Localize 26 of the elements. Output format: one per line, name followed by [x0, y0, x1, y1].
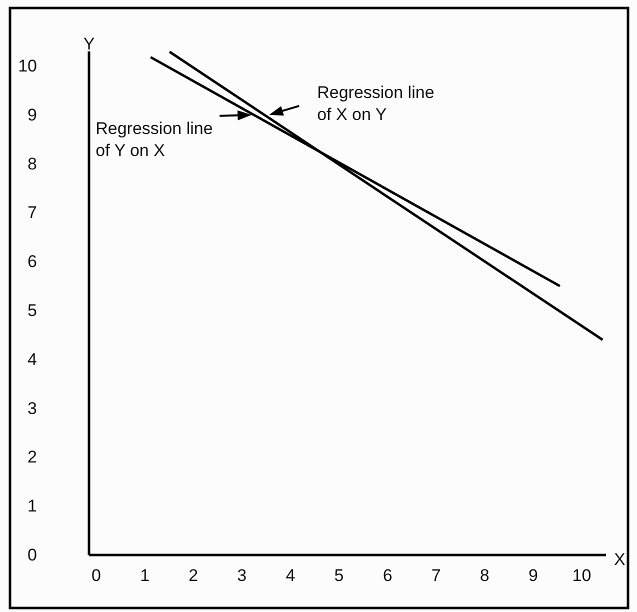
x-tick-label: 2: [188, 566, 198, 586]
x-tick-label: 3: [237, 566, 247, 586]
y-tick-label: 9: [28, 105, 37, 124]
y-axis-title: Y: [83, 34, 95, 54]
y-tick-label: 1: [28, 496, 37, 516]
x-tick-label: 0: [92, 566, 102, 586]
x-tick-label: 1: [140, 566, 150, 586]
annotation: Regression line of X on Y: [317, 82, 434, 124]
annotation: Regression line of Y on X: [96, 118, 213, 160]
x-tick-label: 10: [572, 566, 592, 586]
y-tick-label: 4: [28, 350, 37, 369]
x-tick-label: 8: [480, 566, 490, 586]
y-tick-label: 0: [28, 545, 37, 564]
x-tick-label: 6: [382, 566, 392, 586]
x-tick-label: 9: [528, 566, 538, 586]
x-tick-label: 5: [334, 566, 344, 586]
y-tick-label: 3: [28, 398, 37, 418]
x-axis-title: X: [614, 550, 626, 569]
y-tick-label: 6: [28, 252, 37, 272]
y-tick-label: 10: [18, 56, 37, 76]
x-tick-label: 4: [286, 566, 296, 586]
y-tick-label: 2: [28, 448, 37, 467]
y-tick-label: 7: [28, 203, 37, 222]
y-tick-label: 8: [28, 154, 37, 174]
x-tick-label: 7: [431, 566, 441, 586]
y-tick-label: 5: [28, 300, 37, 320]
